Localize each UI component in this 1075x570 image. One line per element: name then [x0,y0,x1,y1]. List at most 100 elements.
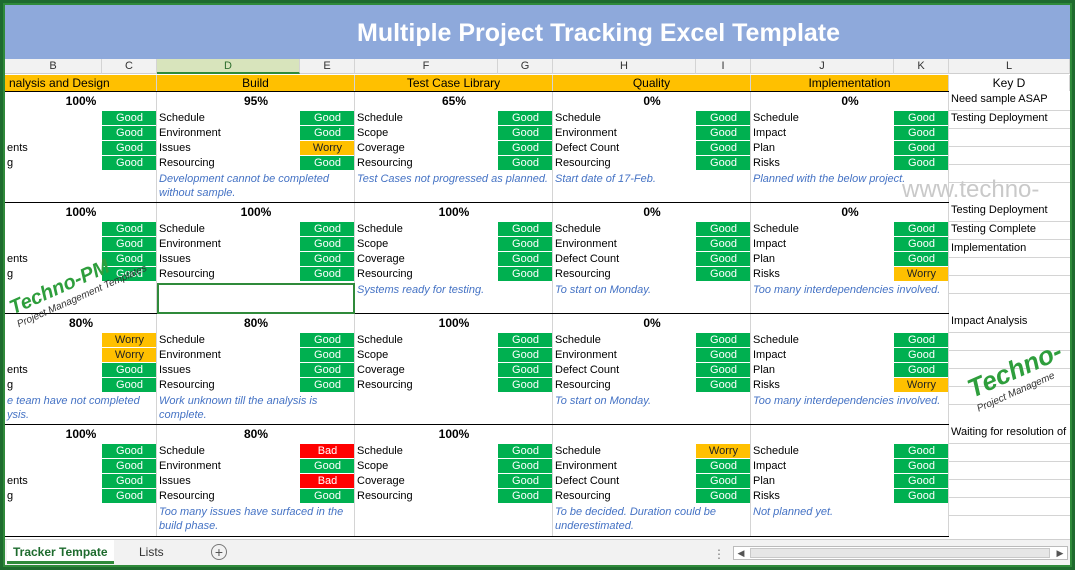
percent-complete[interactable]: 100% [438,205,470,219]
status-badge[interactable]: Good [894,252,949,267]
status-badge[interactable]: Good [102,267,157,282]
percent-complete[interactable]: 0% [841,205,859,219]
tab-lists[interactable]: Lists [139,545,164,559]
status-badge[interactable]: Worry [300,141,355,156]
status-badge[interactable]: Good [498,474,553,489]
percent-complete[interactable]: 100% [65,205,97,219]
status-badge[interactable]: Good [102,489,157,504]
percent-complete[interactable]: 0% [643,316,661,330]
status-badge[interactable]: Good [300,348,355,363]
scroll-left-icon[interactable]: ◀ [737,548,745,558]
status-badge[interactable]: Good [894,459,949,474]
worksheet-grid[interactable]: nalysis and Design Build Test Case Library… [5,74,1070,539]
comment-cell[interactable]: Too many interdependencies involved. [753,284,941,296]
column-header-k[interactable]: K [894,59,949,74]
status-badge[interactable]: Good [498,459,553,474]
status-badge[interactable]: Good [696,474,751,489]
status-badge[interactable]: Good [498,348,553,363]
status-badge[interactable]: Good [696,252,751,267]
status-badge[interactable]: Good [894,111,949,126]
status-badge[interactable]: Good [894,348,949,363]
comment-cell[interactable]: Test Cases not progressed as planned. [357,173,548,185]
status-badge[interactable]: Good [102,363,157,378]
percent-complete[interactable]: 100% [438,316,470,330]
column-header-d[interactable]: D [157,59,300,74]
add-sheet-icon[interactable]: + [211,544,227,560]
status-badge[interactable]: Good [498,252,553,267]
status-badge[interactable]: Good [894,141,949,156]
column-header-h[interactable]: H [553,59,696,74]
key-deliverable[interactable]: Testing Deployment [951,112,1048,124]
status-badge[interactable]: Good [498,156,553,171]
percent-complete[interactable]: 100% [65,94,97,108]
status-badge[interactable]: Good [498,237,553,252]
key-deliverable[interactable]: Testing Complete [951,223,1036,235]
percent-complete[interactable]: 0% [643,94,661,108]
key-deliverable[interactable]: Waiting for resolution of is [951,426,1070,438]
column-header-j[interactable]: J [751,59,894,74]
percent-complete[interactable] [751,425,949,443]
status-badge[interactable]: Good [498,363,553,378]
percent-complete[interactable]: 80% [243,316,269,330]
tab-tracker-template[interactable]: Tracker Tempate [7,540,114,564]
status-badge[interactable]: Good [498,111,553,126]
status-badge[interactable]: Good [894,333,949,348]
comment-cell[interactable]: e team have not completed ysis. [7,395,140,421]
status-badge[interactable]: Worry [894,378,949,393]
status-badge[interactable]: Good [894,363,949,378]
status-badge[interactable]: Good [696,348,751,363]
status-badge[interactable]: Good [102,141,157,156]
tab-split-handle-icon[interactable]: ⋮ [713,547,725,561]
status-badge[interactable]: Good [300,126,355,141]
percent-complete[interactable]: 65% [441,94,467,108]
status-badge[interactable]: Good [696,378,751,393]
comment-cell[interactable] [355,394,553,424]
status-badge[interactable]: Good [102,126,157,141]
status-badge[interactable]: Good [498,126,553,141]
status-badge[interactable]: Good [696,156,751,171]
status-badge[interactable]: Good [102,222,157,237]
column-header-f[interactable]: F [355,59,498,74]
column-header-c[interactable]: C [102,59,157,74]
status-badge[interactable]: Good [102,111,157,126]
column-header-g[interactable]: G [498,59,553,74]
comment-cell[interactable]: Not planned yet. [753,506,834,518]
comment-cell[interactable] [5,172,157,202]
status-badge[interactable]: Bad [300,444,355,459]
status-badge[interactable]: Good [300,111,355,126]
percent-complete[interactable] [751,314,949,332]
status-badge[interactable]: Good [696,267,751,282]
status-badge[interactable]: Good [696,363,751,378]
status-badge[interactable]: Good [498,333,553,348]
status-badge[interactable]: Good [696,333,751,348]
scrollbar-thumb[interactable] [750,548,1050,558]
status-badge[interactable]: Good [696,237,751,252]
status-badge[interactable]: Good [102,444,157,459]
percent-complete[interactable]: 100% [240,205,272,219]
status-badge[interactable]: Good [894,474,949,489]
status-badge[interactable]: Good [300,378,355,393]
status-badge[interactable]: Good [696,126,751,141]
comment-cell[interactable]: Start date of 17-Feb. [555,173,656,185]
status-badge[interactable]: Good [696,459,751,474]
status-badge[interactable]: Good [300,267,355,282]
comment-cell[interactable]: To start on Monday. [555,284,651,296]
status-badge[interactable]: Good [894,126,949,141]
status-badge[interactable]: Good [300,459,355,474]
status-badge[interactable]: Good [894,222,949,237]
status-badge[interactable]: Good [696,222,751,237]
status-badge[interactable]: Good [696,111,751,126]
comment-cell[interactable] [5,505,157,535]
status-badge[interactable]: Worry [102,333,157,348]
status-badge[interactable]: Good [498,222,553,237]
percent-complete[interactable]: 95% [243,94,269,108]
status-badge[interactable]: Good [300,333,355,348]
percent-complete[interactable]: 80% [243,427,269,441]
percent-complete[interactable]: 100% [65,427,97,441]
status-badge[interactable]: Good [498,378,553,393]
comment-cell[interactable]: Too many issues have surfaced in the bui… [159,506,344,532]
status-badge[interactable]: Worry [696,444,751,459]
status-badge[interactable]: Good [498,489,553,504]
active-cell-selection[interactable] [157,283,355,314]
status-badge[interactable]: Good [102,474,157,489]
